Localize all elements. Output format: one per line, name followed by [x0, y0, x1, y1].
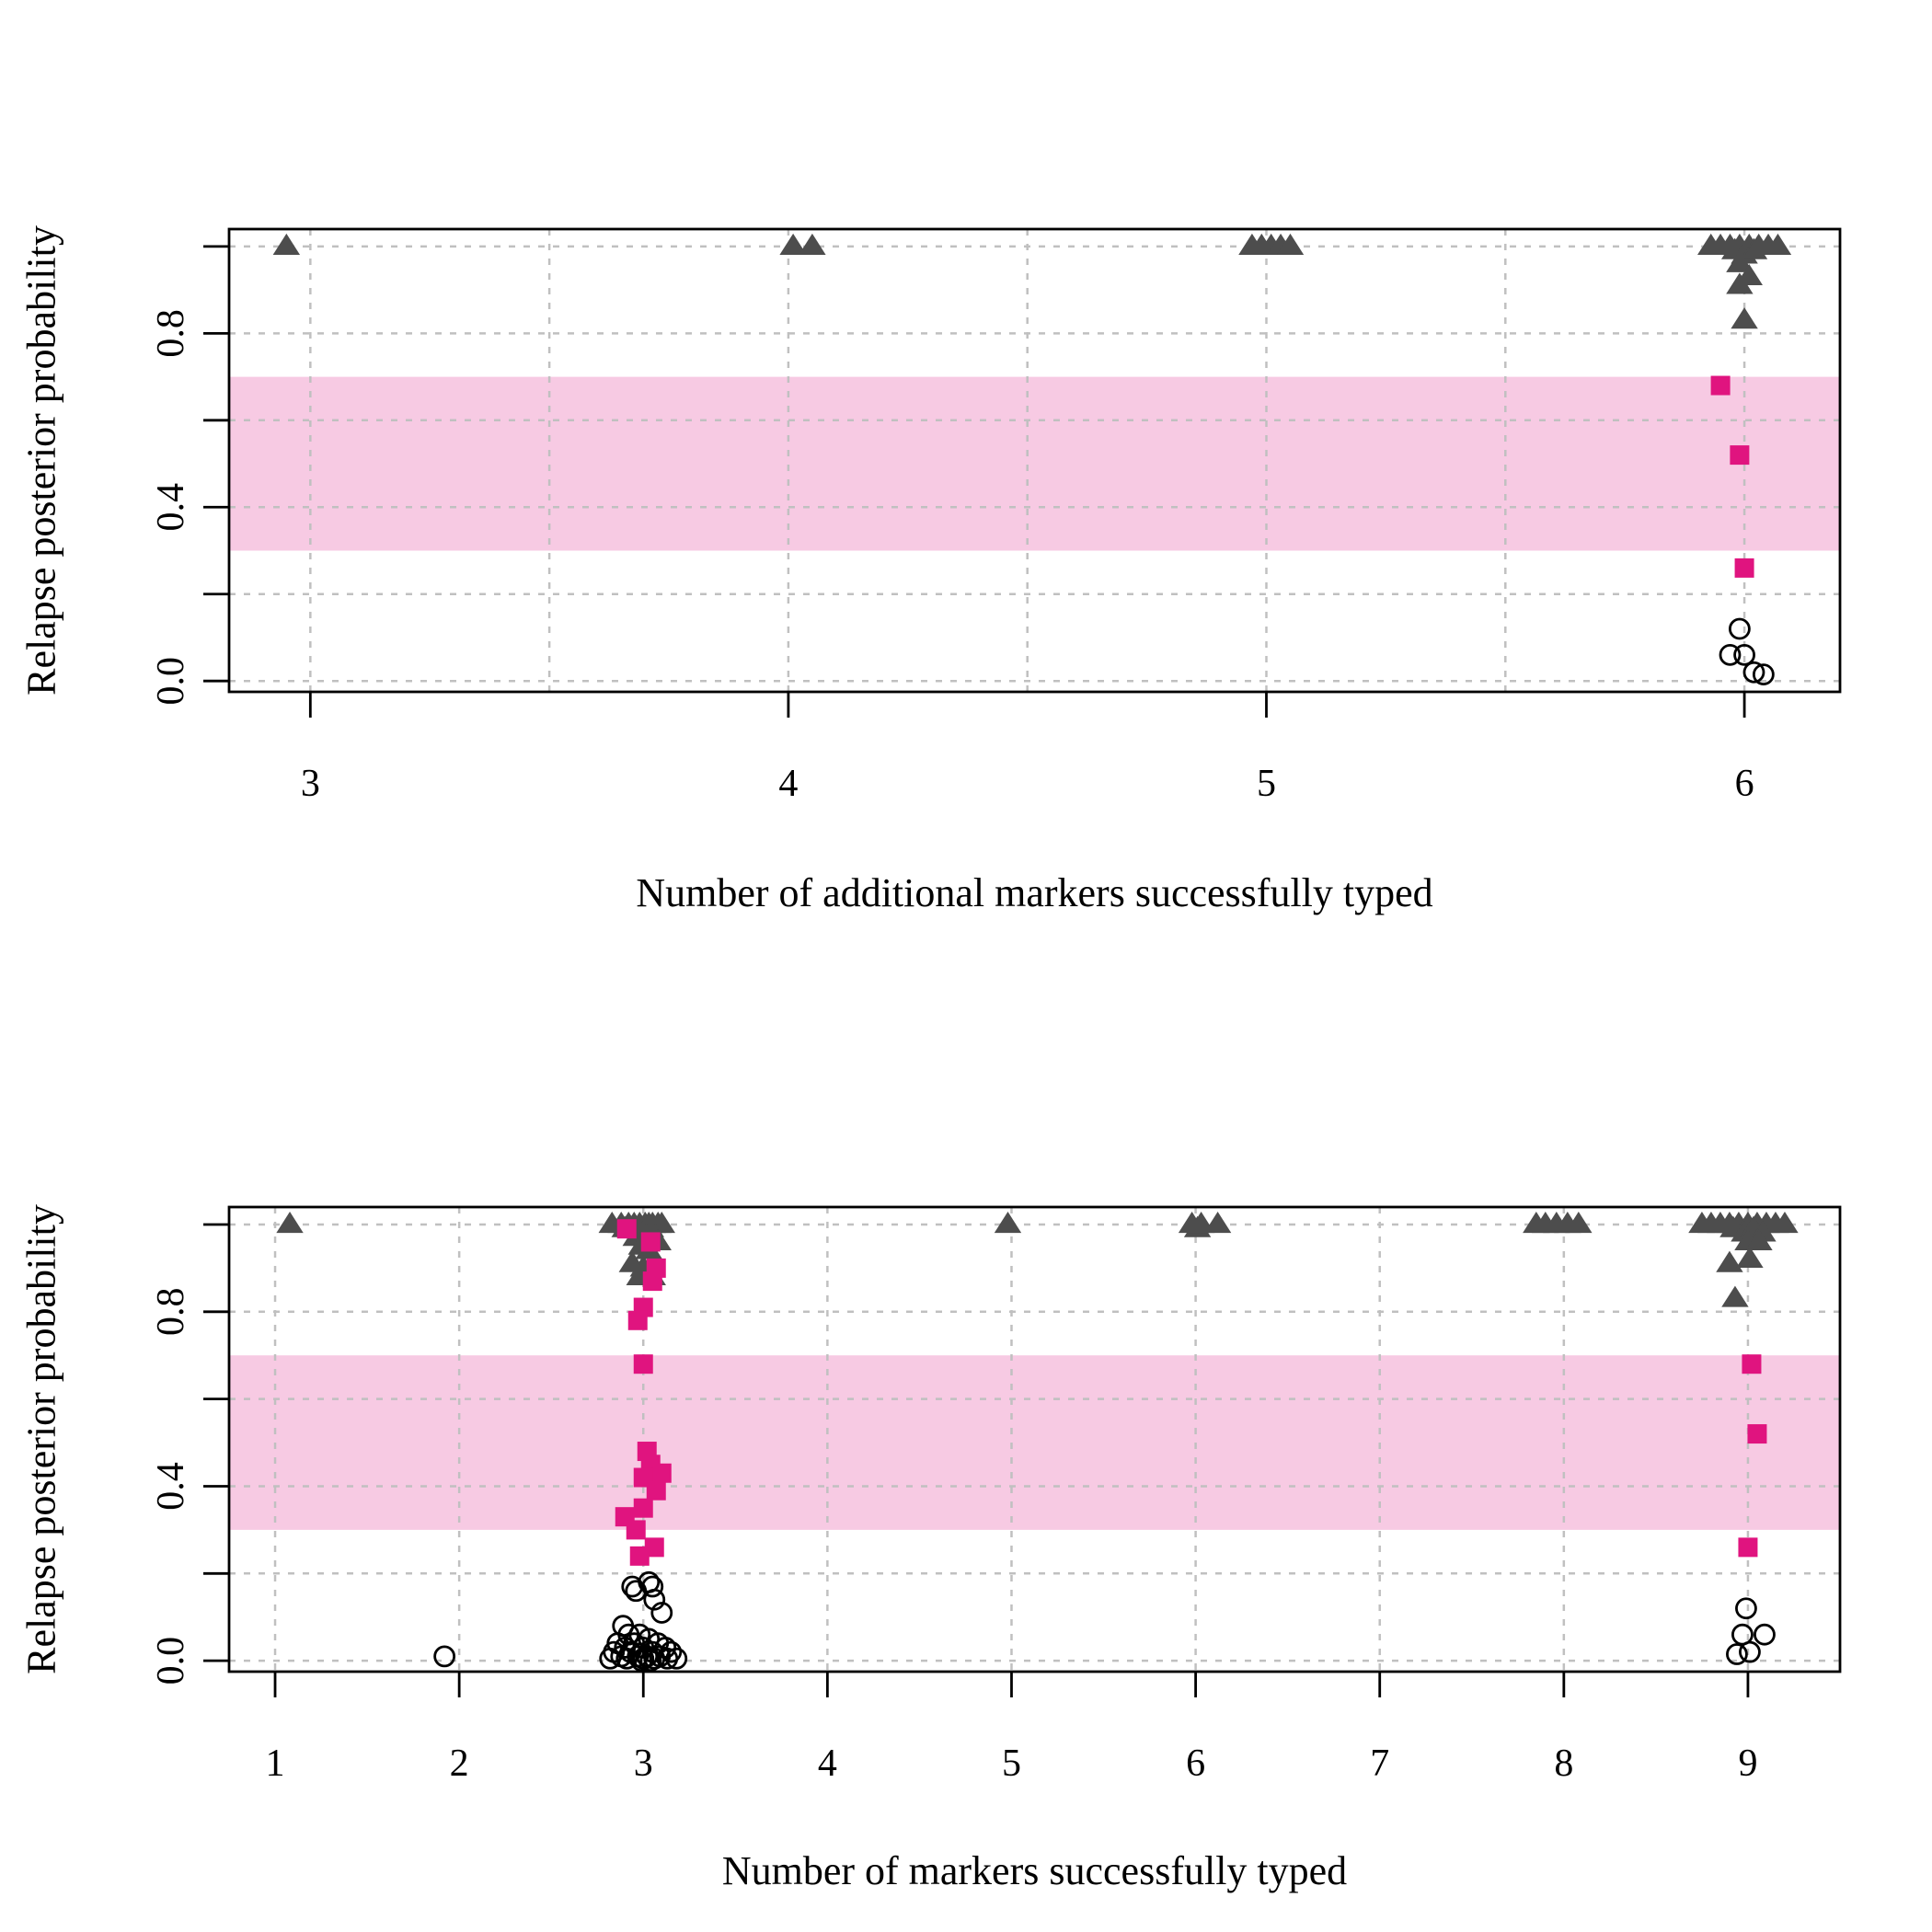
- uncertain-square-point: [642, 1271, 662, 1292]
- y-tick-label: 0.0: [150, 1637, 192, 1685]
- relapse-triangle-point: [1726, 250, 1754, 272]
- uncertain-square-point: [626, 1520, 646, 1540]
- x-axis-title: Number of markers successfully typed: [722, 1848, 1347, 1893]
- uncertain-square-point: [1747, 1424, 1767, 1444]
- relapse-triangle-point: [1716, 1250, 1743, 1272]
- reinfection-circle-point: [1728, 617, 1751, 640]
- uncertain-square-point: [629, 1546, 650, 1566]
- uncertain-square-point: [651, 1463, 672, 1483]
- x-tick-label: 4: [778, 763, 798, 805]
- reinfection-circle-point: [433, 1645, 456, 1668]
- uncertain-square-point: [1710, 375, 1731, 396]
- y-tick-label: 0.8: [150, 309, 192, 358]
- plot-panel-1: 3 4 5 6 0.0 0.4 0.8 Number of additional marker…: [19, 225, 1842, 915]
- x-tick-label: 3: [301, 763, 320, 805]
- uncertain-square-point: [644, 1537, 664, 1558]
- reinfection-circle-point: [1719, 643, 1742, 666]
- relapse-triangle-point: [1721, 1285, 1749, 1307]
- x-tick-label: 4: [818, 1742, 837, 1785]
- x-tick-label: 9: [1738, 1742, 1757, 1785]
- reinfection-circle-point: [599, 1647, 622, 1670]
- reinfection-circle-point: [621, 1575, 644, 1598]
- plot-panel-2: 1 2 3 4 5 6 7 8 9 0.0 0.4 0.8 Number of markers succ…: [19, 1204, 1842, 1893]
- uncertain-square-point: [1738, 1537, 1758, 1558]
- reinfection-circle-point: [656, 1647, 679, 1670]
- reinfection-circle-point: [1726, 1643, 1748, 1665]
- reinfection-circle-point: [1752, 663, 1775, 686]
- reinfection-circle-point: [1739, 1640, 1761, 1663]
- reinfection-circle-point: [643, 1588, 666, 1611]
- relapse-triangle-point: [1565, 1211, 1593, 1234]
- y-tick-label: 0.4: [150, 1462, 192, 1511]
- x-tick-label: 2: [450, 1742, 469, 1785]
- uncertain-square-point: [640, 1232, 661, 1252]
- uncertain-square-point: [646, 1480, 666, 1501]
- reinfection-circle-point: [650, 1602, 673, 1624]
- x-tick-label: 7: [1370, 1742, 1389, 1785]
- y-tick-label: 0.0: [150, 657, 192, 706]
- reinfection-circle-point: [1754, 1623, 1776, 1646]
- uncertainty-band: [229, 1355, 1840, 1530]
- x-tick-label: 5: [1257, 763, 1276, 805]
- relapse-triangle-point: [1771, 1211, 1799, 1234]
- relapse-triangle-point: [799, 233, 826, 255]
- reinfection-circle-point: [665, 1647, 688, 1670]
- uncertain-square-point: [627, 1310, 648, 1330]
- uncertainty-band: [229, 376, 1840, 551]
- uncertain-square-point: [616, 1219, 637, 1239]
- x-tick-label: 1: [266, 1742, 285, 1785]
- y-tick-label: 0.8: [150, 1288, 192, 1337]
- x-axis-title: Number of additional markers successfull…: [636, 870, 1432, 915]
- relapse-triangle-point: [1203, 1211, 1232, 1234]
- relapse-triangle-point: [779, 233, 807, 255]
- relapse-triangle-point: [1745, 1228, 1773, 1251]
- relapse-triangle-point: [1736, 1246, 1764, 1269]
- x-tick-label: 8: [1554, 1742, 1573, 1785]
- x-tick-label: 6: [1186, 1742, 1205, 1785]
- y-tick-label: 0.4: [150, 483, 192, 532]
- relapse-triangle-point: [272, 233, 301, 255]
- x-tick-label: 5: [1002, 1742, 1021, 1785]
- y-axis-title: Relapse posterior probability: [19, 1204, 64, 1674]
- uncertain-square-point: [633, 1498, 653, 1518]
- x-tick-label: 3: [634, 1742, 653, 1785]
- uncertain-square-point: [1730, 445, 1750, 466]
- relapse-triangle-point: [1276, 233, 1305, 255]
- reinfection-circle-point: [1742, 661, 1765, 684]
- uncertain-square-point: [633, 1354, 653, 1374]
- y-axis-title: Relapse posterior probability: [19, 225, 64, 696]
- relapse-triangle-point: [994, 1211, 1022, 1234]
- uncertain-square-point: [1742, 1354, 1762, 1374]
- x-tick-label: 6: [1735, 763, 1754, 805]
- relapse-triangle-point: [1731, 307, 1758, 329]
- relapse-triangle-point: [276, 1211, 304, 1234]
- reinfection-circle-point: [1735, 1597, 1757, 1620]
- uncertain-square-point: [1734, 558, 1754, 578]
- plot-frame: [227, 227, 1842, 694]
- relapse-triangle-point: [1764, 233, 1792, 255]
- relapse-triangle-point: [1726, 272, 1754, 294]
- reinfection-circle-point: [625, 1580, 648, 1603]
- plot-frame: [227, 1205, 1842, 1673]
- reinfection-circle-point: [1733, 643, 1755, 666]
